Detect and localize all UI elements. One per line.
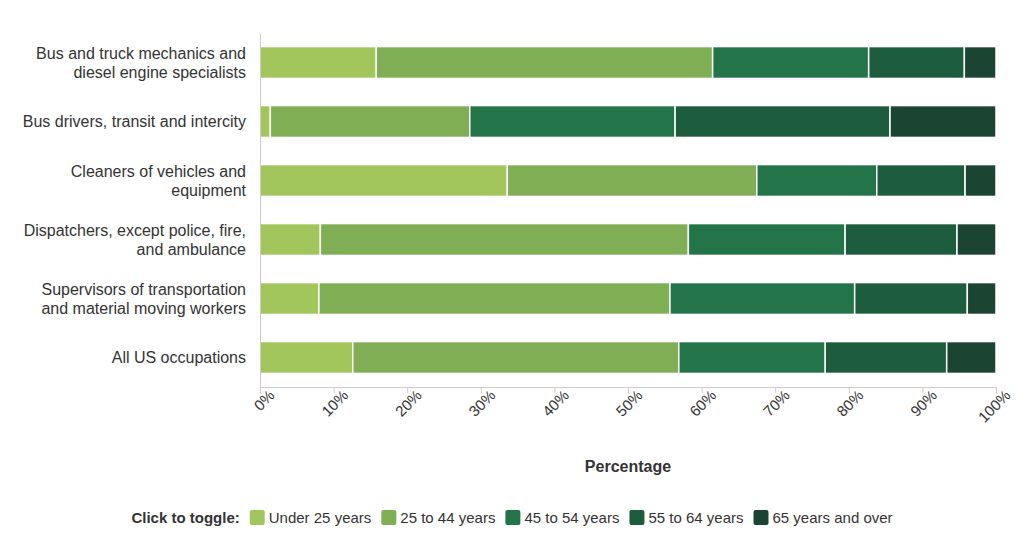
legend-label[interactable]: 55 to 64 years: [648, 509, 743, 526]
bar-segment: [679, 342, 825, 374]
bar-segment: [320, 224, 688, 256]
x-tick: 30%: [465, 386, 498, 419]
bar-segment: [470, 106, 675, 138]
bar-segment: [877, 165, 965, 197]
bar-segment: [688, 224, 845, 256]
series-2: [470, 47, 877, 374]
legend-item[interactable]: 45 to 54 years: [505, 509, 619, 526]
bar-segment: [757, 165, 877, 197]
bar-segment: [270, 106, 469, 138]
x-tick: 60%: [686, 386, 719, 419]
x-tick-label: 10%: [318, 386, 351, 419]
bar-segment: [845, 224, 957, 256]
x-tick-label: 0%: [250, 386, 277, 413]
category-label-line: Supervisors of transportation: [41, 281, 246, 298]
bar-segment: [869, 47, 965, 79]
series-1: [270, 47, 756, 374]
series-3: [675, 47, 967, 374]
category-label-line: Dispatchers, except police, fire,: [24, 222, 246, 239]
bar-segment: [967, 283, 996, 315]
x-tick-label: 60%: [686, 386, 719, 419]
legend-label[interactable]: 25 to 44 years: [400, 509, 495, 526]
series-4: [890, 47, 996, 374]
bar-segment: [965, 165, 996, 197]
bar-segment: [947, 342, 996, 374]
bar-segment: [507, 165, 757, 197]
bar-segment: [260, 106, 270, 138]
category-label-line: All US occupations: [112, 349, 246, 366]
x-tick-label: 40%: [539, 386, 572, 419]
category-label-line: and material moving workers: [41, 300, 246, 317]
x-tick: 0%: [250, 386, 277, 413]
category-label-line: Bus and truck mechanics and: [36, 45, 246, 62]
legend-title: Click to toggle:: [131, 509, 239, 526]
category-label: Bus and truck mechanics and diesel engine…: [36, 45, 246, 81]
bars: [260, 47, 996, 374]
x-tick-label: 80%: [833, 386, 866, 419]
bar-segment: [260, 47, 376, 79]
x-tick: 100%: [974, 386, 1013, 425]
category-label-line: Bus drivers, transit and intercity: [23, 113, 246, 130]
y-axis: [260, 34, 261, 388]
category-label: Cleaners of vehicles and equipment: [71, 163, 247, 199]
legend-swatch[interactable]: [754, 510, 769, 525]
bar-segment: [890, 106, 996, 138]
legend-swatch[interactable]: [629, 510, 644, 525]
legend: Click to toggle: Under 25 years 25 to 44 y…: [131, 509, 892, 526]
x-tick: 10%: [318, 386, 351, 419]
bar-segment: [825, 342, 946, 374]
category-label: Dispatchers, except police, fire, and amb…: [24, 222, 246, 258]
x-tick-label: 50%: [612, 386, 645, 419]
bar-segment: [353, 342, 679, 374]
x-tick-label: 90%: [907, 386, 940, 419]
plot: Bus and truck mechanics and diesel engine…: [23, 34, 1014, 426]
legend-item[interactable]: 55 to 64 years: [629, 509, 743, 526]
x-tick: 40%: [539, 386, 572, 419]
bar-segment: [713, 47, 869, 79]
bar-segment: [260, 342, 353, 374]
legend-label[interactable]: Under 25 years: [269, 509, 372, 526]
legend-swatch[interactable]: [381, 510, 396, 525]
chart: Bus and truck mechanics and diesel engine…: [0, 0, 1024, 542]
x-tick: 90%: [907, 386, 940, 419]
legend-label[interactable]: 65 years and over: [773, 509, 893, 526]
category-label-line: equipment: [171, 182, 246, 199]
legend-item[interactable]: 25 to 44 years: [381, 509, 495, 526]
legend-item[interactable]: Under 25 years: [250, 509, 372, 526]
series-0: [260, 47, 507, 374]
legend-swatch[interactable]: [250, 510, 265, 525]
bar-segment: [957, 224, 996, 256]
legend-swatch[interactable]: [505, 510, 520, 525]
x-axis-title: Percentage: [585, 458, 671, 475]
x-tick: 70%: [760, 386, 793, 419]
bar-segment: [260, 224, 320, 256]
legend-label[interactable]: 45 to 54 years: [524, 509, 619, 526]
category-label-line: and ambulance: [137, 241, 247, 258]
category-label: Bus drivers, transit and intercity: [23, 113, 246, 130]
x-axis: 0% 10% 20% 30% 40% 50% 60% 70% 80% 90% 100%: [250, 386, 1013, 425]
bar-segment: [260, 165, 507, 197]
category-label-line: diesel engine specialists: [73, 64, 246, 81]
bar-segment: [670, 283, 855, 315]
bar-segment: [376, 47, 712, 79]
x-tick-label: 20%: [392, 386, 425, 419]
bar-segment: [675, 106, 890, 138]
y-axis-line: [260, 34, 261, 388]
x-tick-label: 70%: [760, 386, 793, 419]
legend-item[interactable]: 65 years and over: [754, 509, 893, 526]
bar-segment: [964, 47, 996, 79]
bar-segment: [855, 283, 968, 315]
bar-segment: [319, 283, 670, 315]
category-label: Supervisors of transportation and materia…: [41, 281, 246, 317]
category-label: All US occupations: [112, 349, 246, 366]
x-tick-label: 30%: [465, 386, 498, 419]
bar-segment: [260, 283, 319, 315]
x-tick-label: 100%: [974, 386, 1013, 425]
x-tick: 80%: [833, 386, 866, 419]
x-tick: 20%: [392, 386, 425, 419]
category-label-line: Cleaners of vehicles and: [71, 163, 246, 180]
x-tick: 50%: [612, 386, 645, 419]
